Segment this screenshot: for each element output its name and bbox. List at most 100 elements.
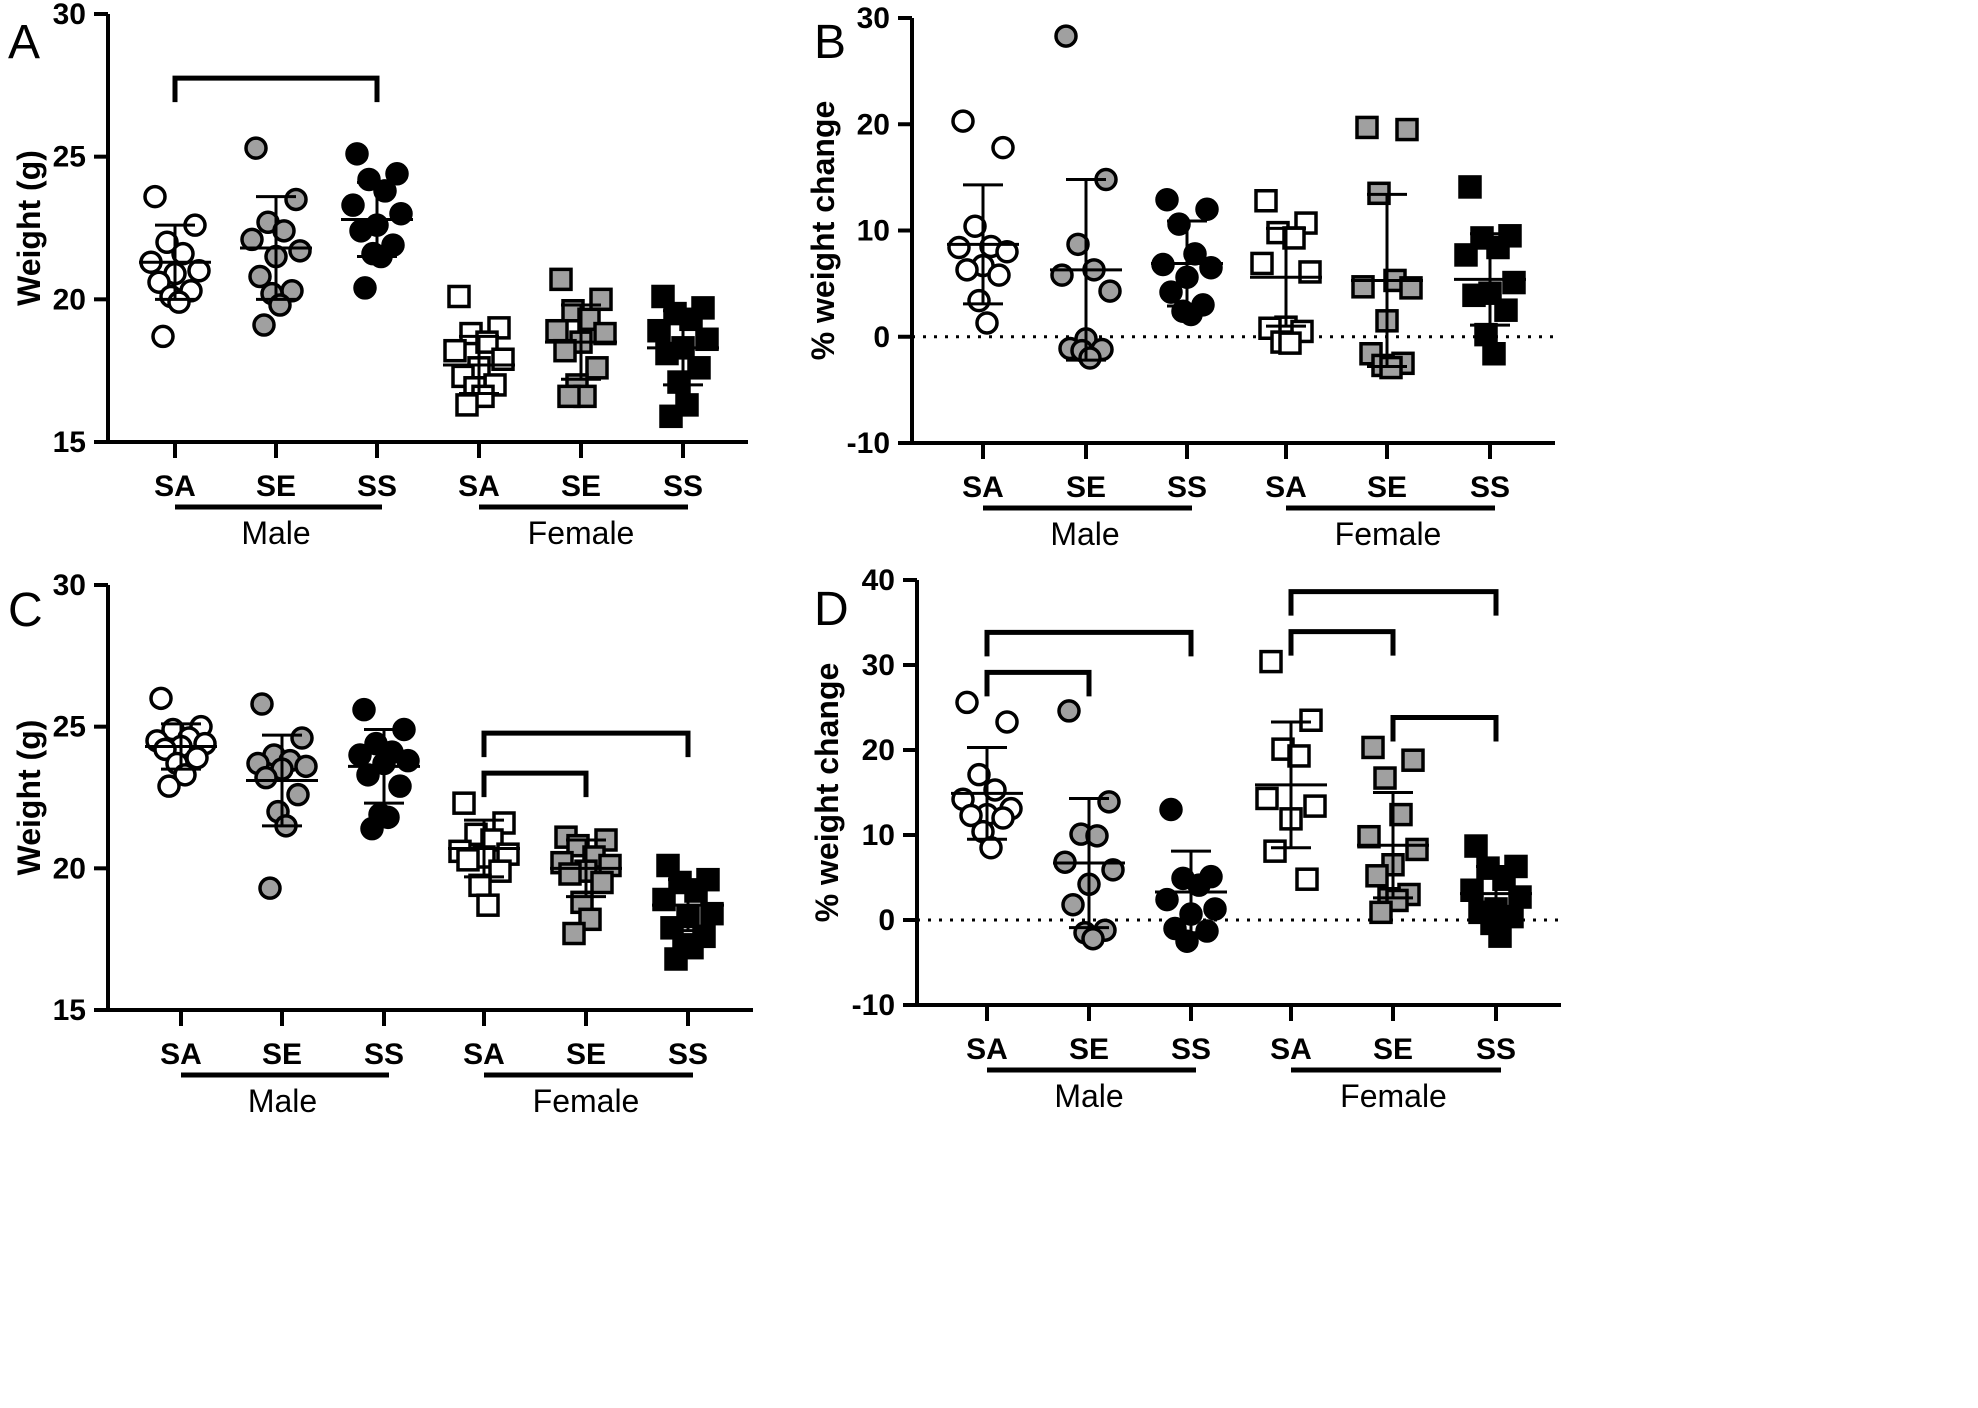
data-point <box>248 264 272 289</box>
y-axis-label: % weight change <box>809 663 845 923</box>
data-point <box>258 876 282 900</box>
y-tick-label: 20 <box>862 734 895 767</box>
data-point <box>284 187 308 212</box>
y-tick-label: 25 <box>53 711 86 744</box>
significance-bracket <box>984 669 1092 697</box>
data-point <box>1054 24 1078 48</box>
data-point <box>349 219 373 243</box>
data-point <box>352 697 376 722</box>
panel-d: D -10 0 10 20 30 40 % weight change SA SE SS SA SE SS… <box>809 564 1561 1114</box>
data-point <box>1287 744 1311 768</box>
data-point <box>157 774 181 798</box>
data-point <box>1066 232 1090 257</box>
category-label: SA <box>962 471 1004 504</box>
data-point <box>667 370 691 394</box>
data-point <box>947 235 971 260</box>
data-point <box>1508 885 1532 909</box>
data-point <box>341 193 365 217</box>
data-point <box>1355 115 1379 140</box>
data-point <box>656 853 680 878</box>
y-tick-label: 20 <box>53 852 86 885</box>
data-point <box>1250 251 1274 276</box>
data-point <box>659 404 683 429</box>
data-point <box>288 239 312 263</box>
y-tick-label: 20 <box>857 108 890 141</box>
data-point <box>286 782 310 807</box>
data-point <box>967 762 991 787</box>
panel-letter: A <box>8 16 40 69</box>
data-point <box>376 805 400 830</box>
significance-bracket <box>172 75 380 103</box>
category-label: SA <box>154 470 196 503</box>
data-point <box>1299 708 1323 732</box>
data-point <box>590 870 614 895</box>
data-point <box>651 284 675 309</box>
data-point <box>1254 189 1278 213</box>
data-point <box>1460 878 1484 902</box>
data-point <box>1295 867 1319 891</box>
significance-bracket <box>984 629 1194 657</box>
data-point <box>1494 298 1518 322</box>
category-label: SA <box>1270 1033 1312 1066</box>
group-label: Male <box>248 1083 317 1119</box>
group-label: Male <box>241 515 310 551</box>
data-point <box>290 726 314 750</box>
data-point <box>348 743 372 767</box>
panel-a: A 15 20 25 30 Weight (g) SA SE SS SA SE SS Male Femal… <box>8 0 748 551</box>
y-tick-label: 15 <box>53 994 86 1027</box>
category-label: SE <box>1069 1033 1109 1066</box>
data-point <box>240 227 264 252</box>
data-point <box>557 384 581 409</box>
data-point <box>991 135 1015 160</box>
data-point <box>1195 197 1219 221</box>
significance-bracket <box>1390 714 1499 742</box>
data-point <box>1155 887 1179 912</box>
data-point <box>647 318 671 343</box>
data-point <box>360 816 384 841</box>
y-tick-label: 25 <box>53 141 86 174</box>
data-point <box>388 774 412 798</box>
y-tick-label: 10 <box>857 215 890 248</box>
data-point <box>695 327 719 352</box>
panel-letter: C <box>8 584 43 637</box>
data-point <box>967 288 991 313</box>
y-tick-label: 0 <box>873 321 890 354</box>
data-point <box>452 791 476 815</box>
data-point <box>353 276 377 300</box>
significance-bracket <box>1288 629 1396 656</box>
data-point <box>1492 867 1516 891</box>
data-point <box>959 803 983 828</box>
y-tick-label: 30 <box>862 649 895 682</box>
data-point <box>447 284 471 309</box>
data-point <box>987 263 1011 287</box>
data-point <box>1389 802 1413 827</box>
category-label: SS <box>1470 471 1510 504</box>
category-label: SE <box>262 1038 302 1071</box>
category-label: SA <box>1265 471 1307 504</box>
data-point <box>1502 270 1526 295</box>
data-point <box>1395 117 1419 142</box>
data-point <box>250 692 274 716</box>
data-point <box>167 290 191 314</box>
data-point <box>995 710 1019 734</box>
data-point <box>1159 280 1183 304</box>
data-point <box>1399 276 1423 300</box>
significance-bracket <box>1288 589 1499 616</box>
data-point <box>1259 649 1283 674</box>
data-point <box>1199 255 1223 280</box>
data-point <box>1085 824 1109 848</box>
significance-bracket <box>481 730 691 758</box>
category-label: SA <box>458 470 500 503</box>
group-label: Female <box>528 515 635 551</box>
data-point <box>975 311 999 335</box>
category-label: SE <box>1367 471 1407 504</box>
category-label: SE <box>561 470 601 503</box>
panel-b: B -10 0 10 20 30 % weight change SA SE SS SA SE SS Ma… <box>805 2 1555 552</box>
data-point <box>1373 766 1397 790</box>
group-label: Female <box>1340 1078 1447 1114</box>
data-point <box>664 947 688 971</box>
y-axis-label: % weight change <box>805 101 841 361</box>
data-point <box>1097 790 1121 814</box>
data-point <box>187 259 211 283</box>
